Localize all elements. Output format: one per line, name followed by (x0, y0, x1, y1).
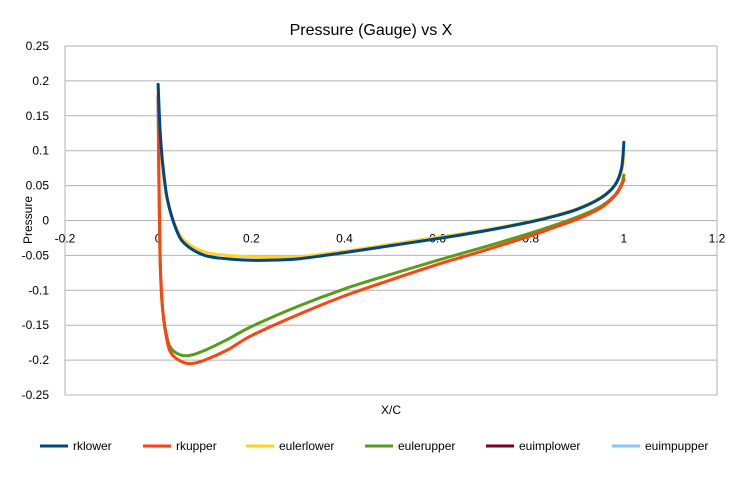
x-tick-label: 1 (621, 232, 628, 246)
chart-title: Pressure (Gauge) vs X (290, 22, 453, 39)
legend-label-eulerlower: eulerlower (279, 439, 334, 453)
legend-label-rkupper: rkupper (176, 439, 217, 453)
x-tick-label: -0.2 (55, 232, 76, 246)
x-tick-label: 0.4 (336, 232, 353, 246)
y-tick-label: -0.1 (28, 283, 49, 297)
x-tick-label: 1.2 (709, 232, 726, 246)
y-axis-label: Pressure (21, 196, 35, 244)
y-tick-label: 0.05 (26, 179, 50, 193)
y-tick-label: 0.15 (26, 109, 50, 123)
x-tick-label: 0.2 (243, 232, 260, 246)
series-layer (156, 82, 626, 366)
x-axis-label: X/C (381, 403, 401, 417)
y-tick-label: -0.05 (22, 248, 50, 262)
plot-area-border (64, 45, 718, 396)
legend-label-eulerupper: eulerupper (398, 439, 455, 453)
legend-label-rklower: rklower (73, 439, 112, 453)
y-tick-label: 0.25 (26, 39, 50, 53)
x-tick-labels: -0.2 0 0.2 0.4 0.6 0.8 1 1.2 (55, 232, 726, 246)
y-tick-label: 0.2 (32, 74, 49, 88)
y-tick-label: 0.1 (32, 144, 49, 158)
y-tick-label: -0.25 (22, 388, 50, 402)
series-line-rklower (156, 82, 626, 262)
legend-label-euimplower: euimplower (519, 439, 580, 453)
y-tick-label: -0.15 (22, 318, 50, 332)
legend: rklower rkupper eulerlower eulerupper euimpl… (40, 439, 708, 453)
y-tick-label: -0.2 (28, 353, 49, 367)
y-tick-label: 0 (42, 214, 49, 228)
legend-label-euimpupper: euimpupper (645, 439, 708, 453)
y-tick-labels: 0.25 0.2 0.15 0.1 0.05 0 -0.05 -0.1 -0.15 -0.2 -0.… (22, 39, 50, 402)
series-line-rkupper (156, 93, 626, 366)
